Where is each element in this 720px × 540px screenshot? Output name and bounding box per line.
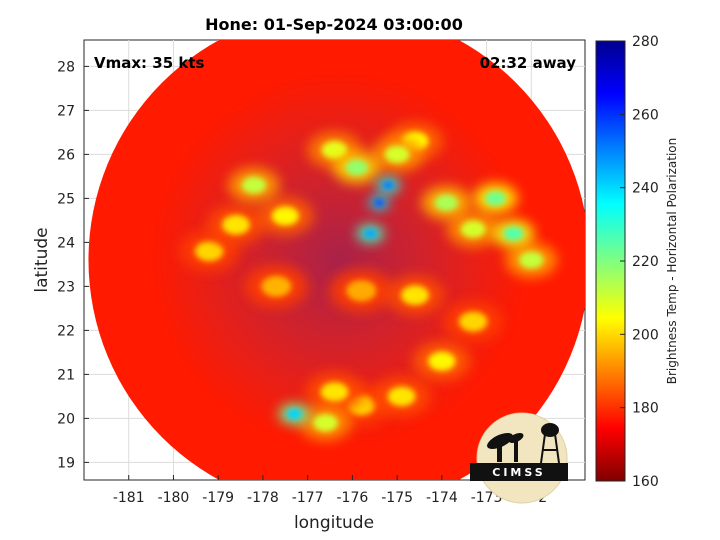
feature-core <box>387 386 416 407</box>
y-tick-label: 20 <box>57 411 75 427</box>
colorbar: 160 180 200 220 240 260 280 Brightness Temp - … <box>595 34 679 490</box>
colorbar-tick-label: 220 <box>632 254 659 270</box>
y-tick-label: 19 <box>57 455 75 471</box>
y-tick-label: 23 <box>57 279 75 295</box>
y-tick-label: 21 <box>57 367 75 383</box>
x-axis-label: longitude <box>294 513 374 533</box>
feature-core <box>286 408 302 420</box>
feature-core <box>241 176 267 194</box>
feature-core <box>484 190 507 206</box>
y-tick-label: 24 <box>57 235 75 251</box>
y-tick-label: 22 <box>57 323 75 339</box>
y-tick-label: 26 <box>57 147 75 163</box>
y-tick-label: 25 <box>57 191 75 207</box>
colorbar-label: Brightness Temp - Horizontal Polarizatio… <box>665 138 679 385</box>
swath-features <box>151 72 557 448</box>
colorbar-tick-label: 160 <box>632 474 659 490</box>
x-tick-label: -176 <box>337 490 369 506</box>
feature-core <box>519 251 544 269</box>
feature-core <box>194 241 224 262</box>
feature-core <box>312 413 339 432</box>
logo-tower-icon <box>540 423 560 464</box>
x-tick-label: -179 <box>202 490 234 506</box>
colorbar-tick-label: 240 <box>632 181 659 197</box>
colorbar-tick-label: 280 <box>632 34 659 50</box>
chart-title: Hone: 01-Sep-2024 03:00:00 <box>205 15 463 34</box>
feature-core <box>503 226 524 241</box>
y-tick-label: 27 <box>57 103 75 119</box>
x-tick-label: -178 <box>247 490 279 506</box>
feature-core <box>384 145 410 164</box>
feature-core <box>401 285 429 305</box>
feature-core <box>271 206 299 226</box>
feature-core <box>261 275 292 297</box>
swath-image <box>88 40 585 480</box>
y-tick-label: 28 <box>57 59 75 75</box>
feature-core <box>458 311 488 332</box>
x-tick-label: -175 <box>381 490 413 506</box>
x-tick-label: -174 <box>426 490 458 506</box>
cimss-logo: CIMSS <box>470 412 568 504</box>
feature-core <box>374 199 385 207</box>
feature-core <box>363 228 378 239</box>
y-axis-label: latitude <box>32 227 52 292</box>
colorbar-ticks: 160 180 200 220 240 260 280 <box>620 34 659 490</box>
feature-core <box>321 140 348 160</box>
feature-core <box>428 351 456 371</box>
plot-area: -181-180-179-178-177-176-175-174-173-172… <box>57 39 586 506</box>
colorbar-tick-label: 260 <box>632 107 659 123</box>
feature-core <box>320 382 349 402</box>
colorbar-tick-label: 180 <box>632 401 659 417</box>
x-tick-label: -181 <box>113 490 145 506</box>
feature-core <box>346 280 377 302</box>
feature-core <box>434 194 459 212</box>
colorbar-tick-label: 200 <box>632 327 659 343</box>
y-ticks: 19 20 21 22 23 24 25 26 27 28 <box>57 59 89 471</box>
x-tick-label: -177 <box>292 490 324 506</box>
x-tick-label: -180 <box>158 490 190 506</box>
vmax-annotation: Vmax: 35 kts <box>94 54 204 72</box>
logo-dish-icon <box>487 432 524 462</box>
feature-core <box>345 159 369 176</box>
time-away-annotation: 02:32 away <box>480 54 577 72</box>
feature-core <box>382 181 395 190</box>
logo-band <box>470 463 568 481</box>
logo-text: CIMSS <box>492 466 545 479</box>
feature-core <box>222 215 251 235</box>
feature-core <box>460 220 486 239</box>
